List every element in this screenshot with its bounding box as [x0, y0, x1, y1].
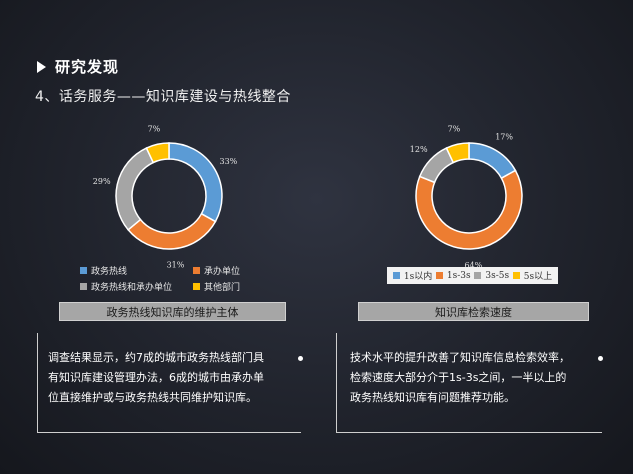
- donut-slice: [445, 142, 470, 164]
- donut-slice: [415, 169, 523, 250]
- donut-slice: [127, 212, 217, 250]
- legend-label: 1s-3s: [446, 270, 471, 281]
- data-label: 7%: [148, 125, 161, 134]
- legend-swatch-orange: [435, 272, 443, 279]
- left-desc-text: 调查结果显示，约7成的城市政务热线部门具 有知识库建设管理办法，6成的城市由承办…: [48, 348, 298, 408]
- legend-label: 其他部门: [204, 283, 241, 293]
- legend-label: 政务热线: [91, 267, 128, 277]
- right-desc-dot: [598, 356, 603, 361]
- legend-swatch-yellow: [193, 283, 200, 290]
- legend-swatch-yellow: [512, 272, 520, 279]
- data-label: 12%: [410, 145, 428, 154]
- legend-swatch-gray: [80, 283, 87, 290]
- legend-label: 1s以内: [403, 272, 433, 282]
- donut-slice: [468, 142, 517, 180]
- subheading: 4、话务服务——知识库建设与热线整合: [35, 89, 291, 105]
- legend-item: 政务热线和承办单位: [80, 280, 172, 293]
- legend-swatch-orange: [193, 267, 200, 274]
- section-heading: 研究发现: [37, 56, 119, 77]
- legend-swatch-blue: [392, 272, 400, 279]
- legend-swatch-gray: [474, 272, 482, 279]
- legend-item: 其他部门: [193, 280, 240, 293]
- data-label: 33%: [220, 157, 238, 166]
- legend-label: 3s-5s: [485, 270, 510, 281]
- data-label: 7%: [448, 125, 461, 134]
- donut-slice: [115, 147, 155, 231]
- donut-slice: [145, 142, 170, 164]
- legend-item: 政务热线: [80, 264, 127, 277]
- data-label: 29%: [93, 177, 111, 186]
- legend-label: 政务热线和承办单位: [91, 283, 173, 293]
- play-icon: [37, 60, 46, 73]
- data-label: 17%: [495, 133, 513, 142]
- right-desc-text: 技术水平的提升改善了知识库信息检索效率， 检索速度大部分介于1s-3s之间，一半…: [350, 348, 600, 408]
- legend-item: 1s-3s: [435, 270, 471, 281]
- desc-line: 位直接维护或与政务热线共同维护知识库。: [48, 391, 257, 404]
- legend-item: 5s以上: [512, 269, 553, 282]
- right-chart-title: 知识库检索速度: [358, 302, 589, 321]
- desc-line: 有知识库建设管理办法，6成的城市由承办单: [48, 371, 264, 384]
- legend-item: 3s-5s: [474, 271, 509, 281]
- left-desc-frame: [37, 333, 301, 433]
- left-chart-title: 政务热线知识库的维护主体: [59, 302, 286, 321]
- legend-label: 承办单位: [204, 267, 241, 277]
- legend-swatch-blue: [80, 267, 87, 274]
- desc-line: 技术水平的提升改善了知识库信息检索效率，: [350, 351, 570, 364]
- legend-item: 承办单位: [193, 264, 240, 277]
- right-desc-frame: [336, 333, 602, 433]
- legend-label: 5s以上: [523, 272, 553, 282]
- legend-item: 1s以内: [392, 269, 433, 282]
- desc-line: 检索速度大部分介于1s-3s之间，一半以上的: [350, 371, 567, 384]
- data-label: 31%: [167, 261, 185, 270]
- legend-box: 1s以内 1s-3s 3s-5s 5s以上: [387, 267, 558, 284]
- desc-line: 调查结果显示，约7成的城市政务热线部门具: [48, 351, 264, 364]
- heading-text: 研究发现: [55, 58, 120, 76]
- donut-slice: [168, 142, 223, 223]
- data-label: 64%: [464, 261, 482, 270]
- left-desc-dot: [298, 356, 303, 361]
- desc-line: 政务热线知识库有问题推荐功能。: [350, 391, 515, 404]
